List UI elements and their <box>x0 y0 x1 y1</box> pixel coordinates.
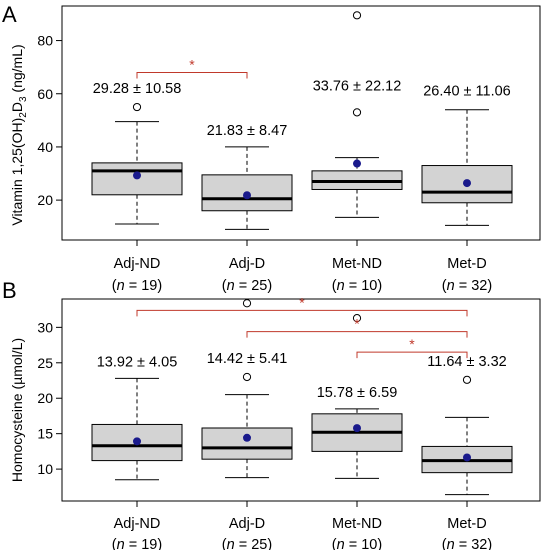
panel-a-y-tick-label: 20 <box>37 192 53 208</box>
panel-b-met-nd-stat-label: 15.78 ± 6.59 <box>317 385 398 401</box>
panel-b-adj-nd-n-label: (n = 19) <box>112 537 162 550</box>
subscript-2: 2 <box>18 112 29 118</box>
panel-a-adj-nd-group-label: Adj-ND <box>114 256 161 272</box>
panel-b-adj-d-outlier-point <box>242 299 252 308</box>
panel-a-adj-d-group-label: Adj-D <box>229 256 265 272</box>
panel-b-significance-asterisk: * <box>354 316 360 332</box>
panel-b-met-d-mean-point <box>463 453 471 462</box>
panel-b-y-tick-label: 15 <box>37 426 53 442</box>
panel-b-y-axis-title: Homocysteine (µmol/L) <box>9 338 25 482</box>
panel-b-adj-d-n-label: (n = 25) <box>222 537 272 550</box>
panel-a-y-tick-label: 80 <box>37 33 53 49</box>
panel-b-y-tick-label: 30 <box>37 319 53 335</box>
panel-b-adj-d-box <box>201 427 293 460</box>
panel-a-label: A <box>2 2 17 27</box>
panel-b-label: B <box>2 278 17 303</box>
panel-a-met-nd-mean-point <box>353 159 361 168</box>
panel-b-y-tick-label: 20 <box>37 390 53 406</box>
panel-a-met-nd-outlier-point <box>352 11 362 20</box>
panel-a-met-nd-group-label: Met-ND <box>332 256 382 272</box>
panel-b-adj-nd-group-label: Adj-ND <box>114 516 161 532</box>
panel-a-significance-bracket <box>136 71 248 79</box>
panel-a-adj-nd-mean-point <box>133 171 141 180</box>
panel-b-met-d-group-label: Met-D <box>447 516 486 532</box>
panel-b-adj-nd-mean-point <box>133 437 141 446</box>
panel-b-met-nd-n-label: (n = 10) <box>332 537 382 550</box>
panel-b-met-nd-group-label: Met-ND <box>332 516 382 532</box>
panel-b-significance-bracket <box>356 351 468 359</box>
panel-a-y-tick-label: 40 <box>37 139 53 155</box>
panel-b-plot-frame <box>61 298 541 502</box>
panel-b-y-tick-label: 25 <box>37 355 53 371</box>
panel-a-adj-nd-outlier-point <box>132 102 142 112</box>
panel-a-met-d-mean-point <box>463 179 471 188</box>
panel-a-met-d-stat-label: 26.40 ± 11.06 <box>423 84 511 100</box>
panel-a-met-nd-stat-label: 33.76 ± 22.12 <box>313 78 402 94</box>
panel-b-adj-d-group-label: Adj-D <box>229 516 265 532</box>
panel-a-adj-nd-stat-label: 29.28 ± 10.58 <box>93 81 182 97</box>
panel-a-adj-nd-n-label: (n = 19) <box>112 278 162 294</box>
panel-a-met-nd-outlier-point <box>352 108 362 117</box>
panel-a-adj-d-mean-point <box>243 191 251 200</box>
panel-b-significance-asterisk: * <box>409 336 415 352</box>
panel-b-met-d-n-label: (n = 32) <box>442 537 492 550</box>
panel-b-met-nd-outlier-point <box>352 314 362 323</box>
panel-b-significance-bracket <box>246 331 468 338</box>
panel-a-significance-asterisk: * <box>189 56 195 72</box>
panel-b-met-d-stat-label: 11.64 ± 3.32 <box>427 354 506 370</box>
panel-a-met-d-group-label: Met-D <box>447 256 486 272</box>
panel-b-significance-bracket <box>136 309 468 317</box>
panel-b-adj-nd-stat-label: 13.92 ± 4.05 <box>97 354 178 370</box>
panel-a-met-d-n-label: (n = 32) <box>442 278 492 294</box>
panel-a-y-tick-label: 60 <box>37 86 53 102</box>
panel-b-y-tick-label: 10 <box>37 461 53 477</box>
panel-a-adj-d-n-label: (n = 25) <box>222 278 272 294</box>
panel-a-adj-d-stat-label: 21.83 ± 8.47 <box>207 123 288 139</box>
subscript-3: 3 <box>18 96 29 102</box>
panel-a-met-nd-n-label: (n = 10) <box>332 278 382 294</box>
panel-a-y-axis-title: Vitamin 1,25(OH)2D3 (ng/mL) <box>9 44 29 225</box>
panel-b-significance-asterisk: * <box>299 294 305 310</box>
panel-b-met-nd-mean-point <box>353 424 361 433</box>
panel-b-adj-d-outlier-point <box>242 372 252 382</box>
panel-b-adj-d-mean-point <box>243 433 251 442</box>
panel-b-met-d-outlier-point <box>462 375 472 384</box>
panel-b-adj-d-stat-label: 14.42 ± 5.41 <box>207 351 288 367</box>
panel-a-plot-frame <box>61 5 541 241</box>
